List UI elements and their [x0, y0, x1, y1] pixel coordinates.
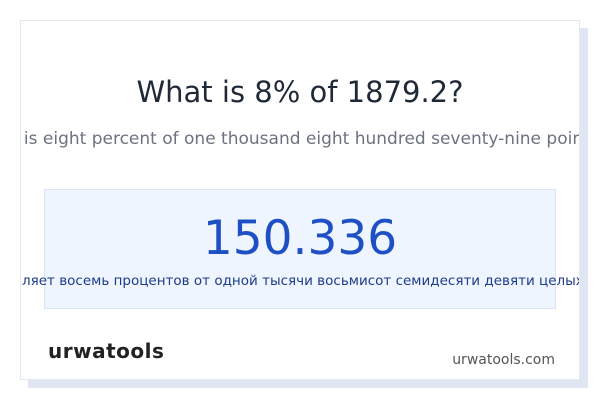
- logo[interactable]: urwatools: [48, 339, 165, 363]
- site-url[interactable]: urwatools.com: [452, 352, 555, 368]
- result-description: 150.336 составляет восемь процентов от о…: [21, 273, 580, 289]
- card: What is 8% of 1879.2? What is eight perc…: [20, 20, 580, 380]
- title: What is 8% of 1879.2?: [136, 75, 464, 109]
- result-box: [44, 189, 556, 309]
- subtitle: What is eight percent of one thousand ei…: [21, 129, 579, 149]
- result-value: 150.336: [202, 211, 398, 266]
